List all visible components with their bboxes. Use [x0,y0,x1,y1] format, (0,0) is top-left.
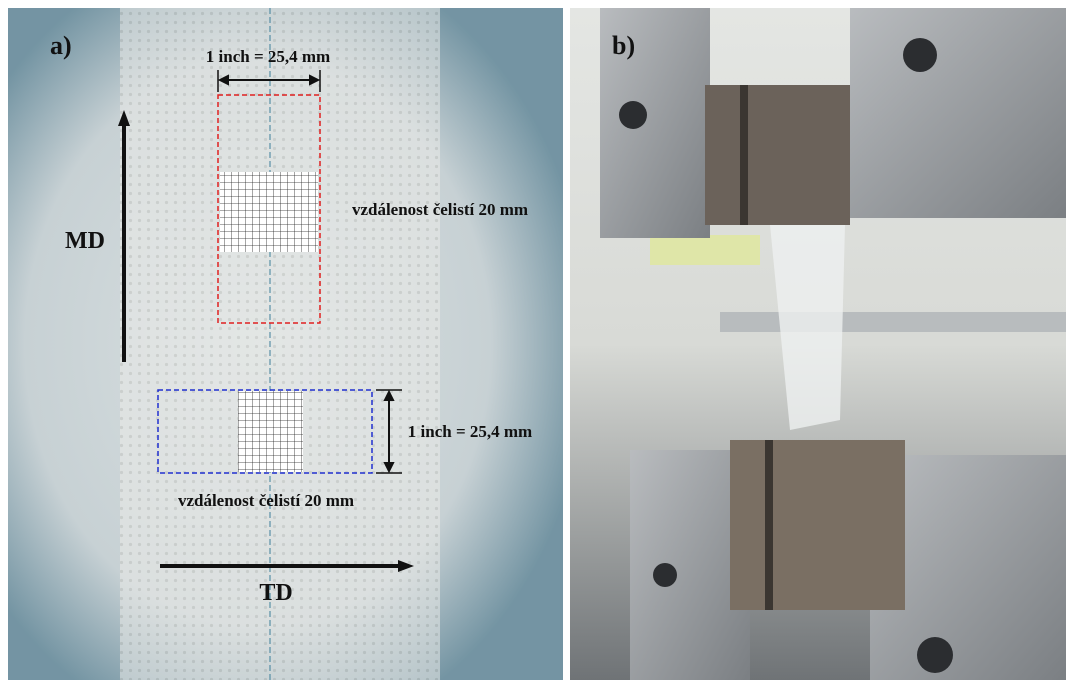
upper-block [850,8,1066,218]
figure: a) 1 inch = 25,4 mm vzdálenost čelistí 2… [0,0,1070,687]
panel-b: b) [570,8,1066,680]
width-label: 1 inch = 25,4 mm [206,47,330,66]
jaw-gap [740,85,748,225]
gauge-label: vzdálenost čelistí 20 mm [178,491,354,510]
width-label: 1 inch = 25,4 mm [408,422,532,441]
td-gauge-area [238,391,303,472]
td-label: TD [259,580,292,606]
panel-label: a) [50,31,72,60]
background-object [650,235,760,265]
lower-jaw [730,440,905,610]
gauge-label: vzdálenost čelistí 20 mm [352,200,528,219]
rail [720,312,1066,332]
hole [619,101,647,129]
hole [653,563,677,587]
hole [917,637,953,673]
md-label: MD [65,228,105,254]
panel-label: b) [612,31,635,60]
panel-a: a) 1 inch = 25,4 mm vzdálenost čelistí 2… [8,8,563,680]
md-gauge-area [220,172,318,252]
upper-jaw [705,85,850,225]
hole [903,38,937,72]
jaw-gap [765,440,773,610]
